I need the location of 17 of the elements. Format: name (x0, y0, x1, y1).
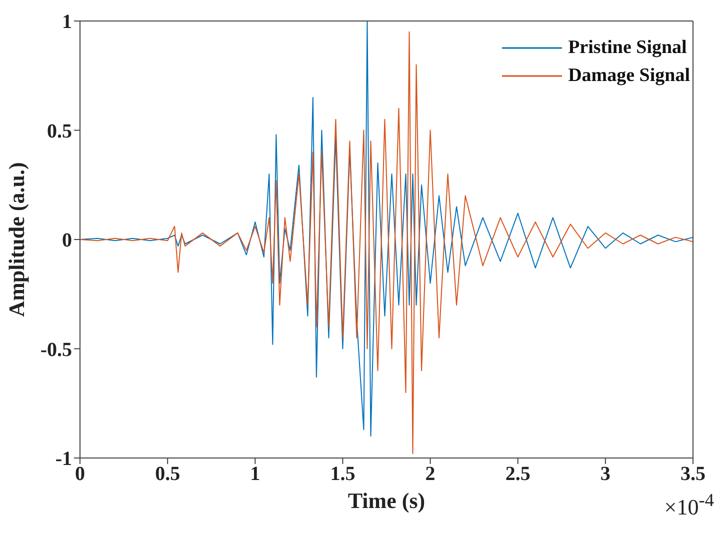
y-tick-label: 0 (62, 230, 72, 252)
text: ×10$^{-4}$ (664, 490, 714, 520)
y-tick-label: 1 (62, 11, 72, 34)
y-tick-label: -0.5 (40, 338, 72, 361)
x-tick-label: 1.5 (330, 463, 356, 486)
x-tick-label: 1 (250, 463, 260, 486)
legend-label: Pristine Signal (568, 37, 687, 59)
x-axis-title: Time (s) (348, 488, 426, 513)
y-axis-title: Amplitude (a.u.) (4, 162, 29, 317)
y-tick-label: -1 (55, 448, 72, 470)
x-tick-label: 0.5 (155, 463, 180, 486)
x-tick-label: 3.5 (680, 463, 706, 486)
x-tick-label: 2 (425, 463, 436, 486)
x-tick-label: 3 (600, 463, 610, 486)
y-tick-label: 0.5 (47, 120, 72, 142)
legend-label: Damage Signal (568, 65, 690, 87)
x-tick-label: 2.5 (505, 463, 530, 486)
